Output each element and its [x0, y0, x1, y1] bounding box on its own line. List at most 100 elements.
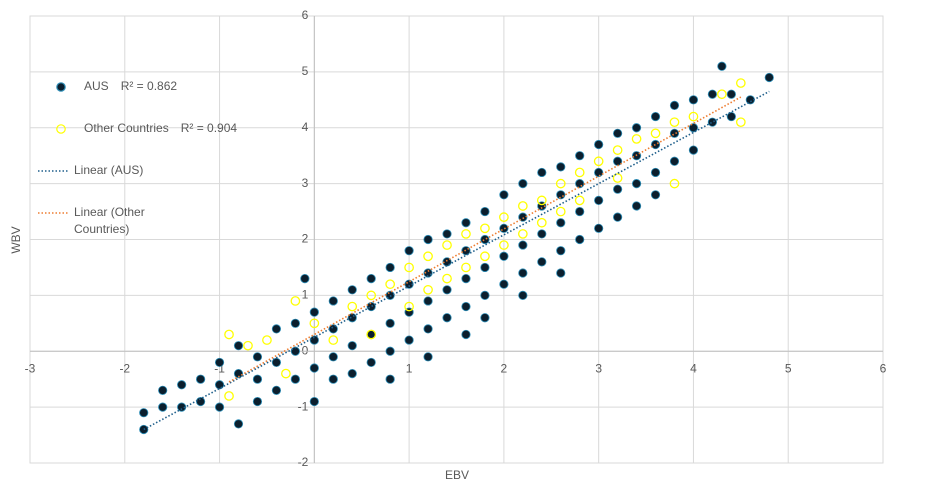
- point: [442, 240, 452, 250]
- point: [612, 145, 623, 155]
- point: [518, 179, 528, 189]
- point: [613, 212, 623, 222]
- legend-marker: [38, 204, 74, 220]
- point: [214, 402, 225, 412]
- point: [499, 279, 509, 289]
- point: [480, 234, 490, 245]
- point: [309, 335, 319, 345]
- point: [252, 396, 263, 407]
- point: [224, 329, 234, 340]
- point: [631, 134, 642, 144]
- point: [461, 262, 471, 273]
- x-tick-label: 6: [880, 361, 887, 375]
- point: [366, 357, 376, 368]
- point: [423, 324, 433, 334]
- legend-dot: [56, 82, 66, 92]
- y-tick-label: 4: [302, 120, 309, 134]
- point: [594, 195, 604, 205]
- point: [688, 145, 699, 155]
- r-squared: R² = 0.862: [120, 79, 178, 93]
- y-tick-label: 0: [302, 343, 309, 357]
- point: [669, 156, 680, 166]
- legend-marker: [38, 78, 84, 94]
- point: [347, 368, 357, 379]
- point: [423, 296, 433, 306]
- point: [717, 61, 727, 71]
- legend: AUS R² = 0.862 Other Countries R² = 0.904 Li…: [38, 78, 237, 246]
- point: [575, 151, 585, 161]
- point: [328, 296, 338, 306]
- point: [271, 385, 282, 395]
- point: [613, 184, 623, 194]
- point: [735, 117, 746, 128]
- point: [518, 268, 528, 278]
- point: [366, 274, 376, 284]
- point: [139, 408, 149, 418]
- point: [594, 167, 604, 178]
- point: [594, 223, 604, 233]
- point: [385, 279, 396, 290]
- point: [556, 218, 566, 228]
- legend-item: AUS R² = 0.862: [38, 78, 237, 120]
- x-tick-label: -2: [119, 361, 130, 375]
- point: [442, 273, 452, 284]
- point: [233, 341, 244, 351]
- point: [669, 100, 680, 111]
- x-axis-title: EBV: [445, 468, 469, 482]
- point: [537, 167, 547, 178]
- point: [631, 179, 642, 189]
- point: [385, 318, 395, 328]
- y-axis-title: WBV: [9, 226, 23, 253]
- point: [517, 229, 528, 239]
- point: [404, 262, 414, 273]
- point: [366, 301, 376, 312]
- point: [309, 396, 319, 407]
- legend-name: AUS: [84, 79, 109, 93]
- point: [461, 329, 471, 340]
- point: [650, 128, 661, 139]
- point: [480, 223, 490, 234]
- legend-label: Linear (Other Countries): [74, 205, 145, 236]
- point: [499, 190, 509, 200]
- legend-label: AUS R² = 0.862: [84, 78, 177, 95]
- point: [499, 240, 509, 250]
- y-tick-label: -1: [298, 399, 309, 413]
- point: [764, 72, 774, 83]
- point: [262, 335, 272, 345]
- point: [300, 274, 310, 284]
- y-tick-label: 2: [302, 232, 309, 246]
- point: [735, 78, 746, 88]
- point: [461, 274, 471, 284]
- r-squared: R² = 0.904: [180, 121, 238, 135]
- point: [309, 307, 319, 317]
- legend-symbol: [38, 212, 68, 214]
- point: [461, 218, 471, 228]
- point: [574, 167, 585, 178]
- point: [726, 89, 736, 99]
- point: [688, 111, 699, 122]
- point: [574, 195, 585, 206]
- point: [347, 341, 357, 351]
- point: [575, 206, 585, 217]
- point: [536, 195, 547, 206]
- point: [243, 340, 253, 351]
- y-tick-label: 1: [302, 288, 309, 302]
- point: [233, 419, 244, 429]
- point: [404, 246, 414, 256]
- point: [328, 352, 338, 362]
- x-tick-label: 1: [406, 361, 413, 375]
- point: [196, 396, 206, 407]
- point: [423, 251, 433, 262]
- point: [347, 301, 358, 312]
- point: [214, 357, 225, 368]
- point: [158, 385, 168, 395]
- point: [518, 212, 528, 222]
- point: [518, 240, 528, 250]
- point: [404, 301, 414, 312]
- point: [707, 117, 718, 127]
- legend-label: Linear (AUS): [74, 163, 144, 177]
- point: [290, 296, 301, 306]
- legend-marker: [38, 120, 84, 136]
- y-tick-label: 3: [302, 176, 309, 190]
